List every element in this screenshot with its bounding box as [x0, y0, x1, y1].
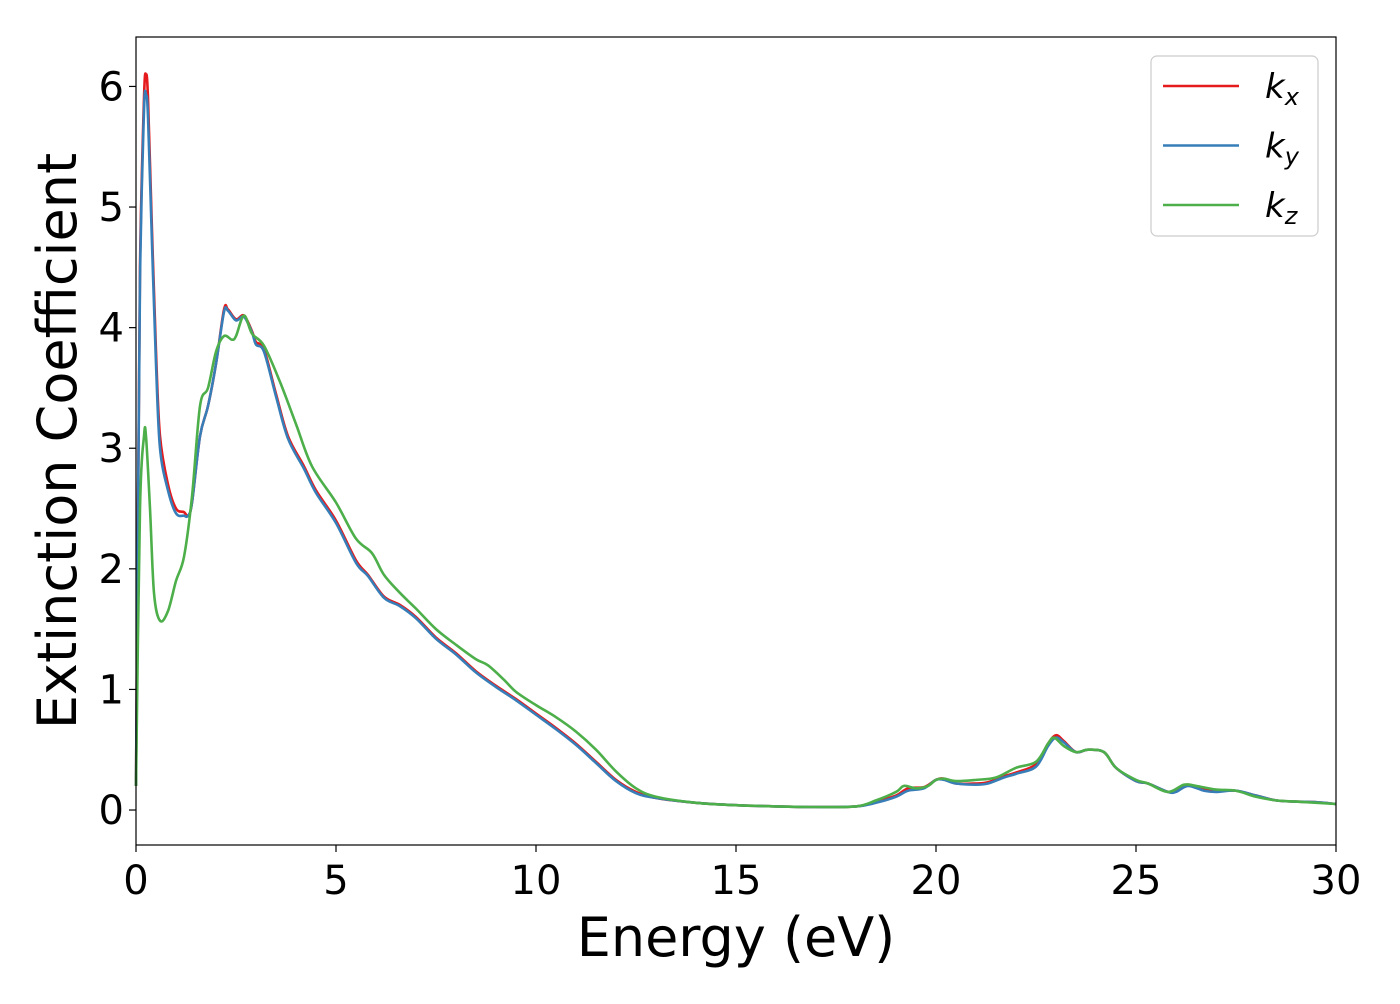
y-tick-label: 0	[99, 788, 124, 834]
y-tick-label: 6	[99, 64, 124, 110]
x-tick-label: 15	[711, 858, 762, 904]
x-tick-label: 0	[123, 858, 148, 904]
x-tick-label: 30	[1311, 858, 1362, 904]
legend: kx ky kz	[1150, 55, 1319, 237]
x-axis-ticks: 0 5 10 15 20 25 30	[123, 845, 1361, 904]
legend-label-kx: kx	[1265, 67, 1300, 111]
x-tick-label: 10	[511, 858, 562, 904]
y-tick-label: 1	[99, 667, 124, 713]
y-tick-label: 4	[99, 306, 124, 352]
y-axis-label: Extinction Coefficient	[26, 153, 89, 729]
x-tick-label: 5	[323, 858, 348, 904]
series-lines	[134, 72, 1337, 809]
x-tick-label: 20	[911, 858, 962, 904]
y-tick-label: 3	[99, 426, 124, 472]
y-axis-ticks: 0 1 2 3 4 5 6	[99, 64, 136, 834]
series-line-kz	[134, 314, 1337, 809]
legend-label-ky: ky	[1265, 127, 1300, 171]
x-tick-label: 25	[1111, 858, 1162, 904]
y-tick-label: 5	[99, 185, 124, 231]
x-axis-label: Energy (eV)	[577, 906, 896, 969]
y-tick-label: 2	[99, 547, 124, 593]
legend-label-kz: kz	[1265, 186, 1299, 230]
